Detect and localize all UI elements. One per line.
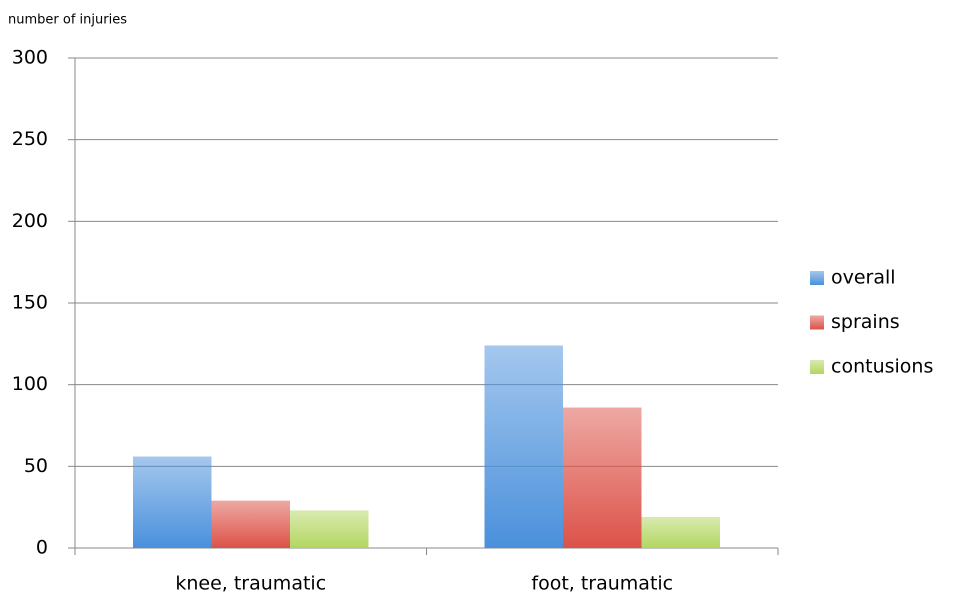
y-tick-label: 100 [12, 373, 48, 395]
y-tick-label: 50 [24, 455, 48, 477]
x-tick-label: foot, traumatic [531, 573, 673, 595]
bar [562, 407, 642, 548]
y-tick-label: 0 [36, 537, 48, 559]
x-tick-label: knee, traumatic [175, 573, 326, 595]
y-tick-label: 150 [12, 292, 48, 314]
bar [211, 500, 291, 548]
legend-swatch [810, 315, 824, 330]
legend-label: overall [831, 267, 896, 289]
y-tick-label: 250 [12, 128, 48, 150]
legend-swatch [810, 360, 824, 374]
bar [290, 510, 369, 548]
y-tick-label: 200 [12, 210, 48, 232]
bar [641, 516, 721, 548]
legend-label: contusions [831, 356, 933, 378]
legend-swatch [810, 271, 824, 285]
bar [132, 456, 212, 548]
y-tick-label: 300 [12, 47, 48, 69]
y-axis-title: number of injuries [8, 13, 127, 28]
legend-label: sprains [831, 311, 900, 333]
bar [484, 345, 563, 548]
